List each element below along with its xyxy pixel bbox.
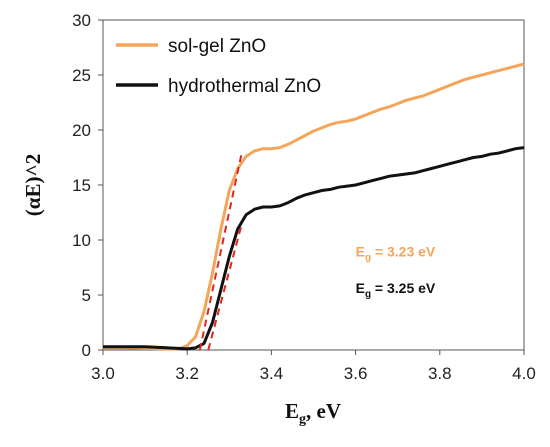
annotation-main: E — [356, 244, 365, 260]
x-axis-title-rest: , eV — [306, 399, 341, 423]
y-tick-label: 20 — [72, 121, 91, 140]
series-lines — [103, 62, 525, 351]
plot-frame — [102, 19, 525, 351]
y-axis: 0 5 10 15 20 25 30 — [72, 11, 103, 360]
series-line-sol-gel — [103, 62, 525, 351]
legend-label-hydrothermal: hydrothermal ZnO — [168, 76, 321, 97]
y-tick-label: 0 — [82, 341, 91, 360]
legend: sol-gel ZnO hydrothermal ZnO — [116, 36, 321, 97]
y-tick-label: 15 — [72, 176, 91, 195]
y-tick-label: 30 — [72, 11, 91, 30]
y-tick-label: 10 — [72, 231, 91, 250]
tangent-lines — [198, 151, 243, 351]
bandgap-annotation-1: Eg = 3.23 eV — [356, 244, 436, 264]
x-tick-label: 4.0 — [512, 364, 536, 383]
x-axis-title: Eg, eV — [285, 399, 341, 427]
series-line-hydrothermal — [103, 146, 525, 351]
bandgap-annotation-2: Eg = 3.25 eV — [356, 280, 436, 300]
x-tick-label: 3.4 — [260, 364, 284, 383]
x-tick-label: 3.8 — [428, 364, 452, 383]
y-tick-label: 5 — [82, 286, 91, 305]
x-tick-label: 3.6 — [344, 364, 368, 383]
x-axis-title-sub: g — [299, 412, 306, 427]
annotation-value: = 3.23 eV — [371, 244, 436, 260]
x-tick-label: 3.0 — [91, 364, 115, 383]
annotation-sub: g — [365, 253, 371, 264]
annotation-main: E — [356, 280, 365, 296]
annotation-sub: g — [365, 289, 371, 300]
x-axis-title-main: E — [285, 399, 299, 423]
legend-label-sol-gel: sol-gel ZnO — [168, 36, 266, 57]
tangent-line-2 — [207, 223, 243, 351]
y-axis-title: (αE)^2 — [21, 154, 45, 216]
tangent-line-1 — [198, 151, 243, 351]
x-tick-label: 3.2 — [175, 364, 199, 383]
x-axis: 3.0 3.2 3.4 3.6 3.8 4.0 — [91, 350, 536, 383]
y-tick-label: 25 — [72, 66, 91, 85]
annotation-value: = 3.25 eV — [371, 280, 436, 296]
